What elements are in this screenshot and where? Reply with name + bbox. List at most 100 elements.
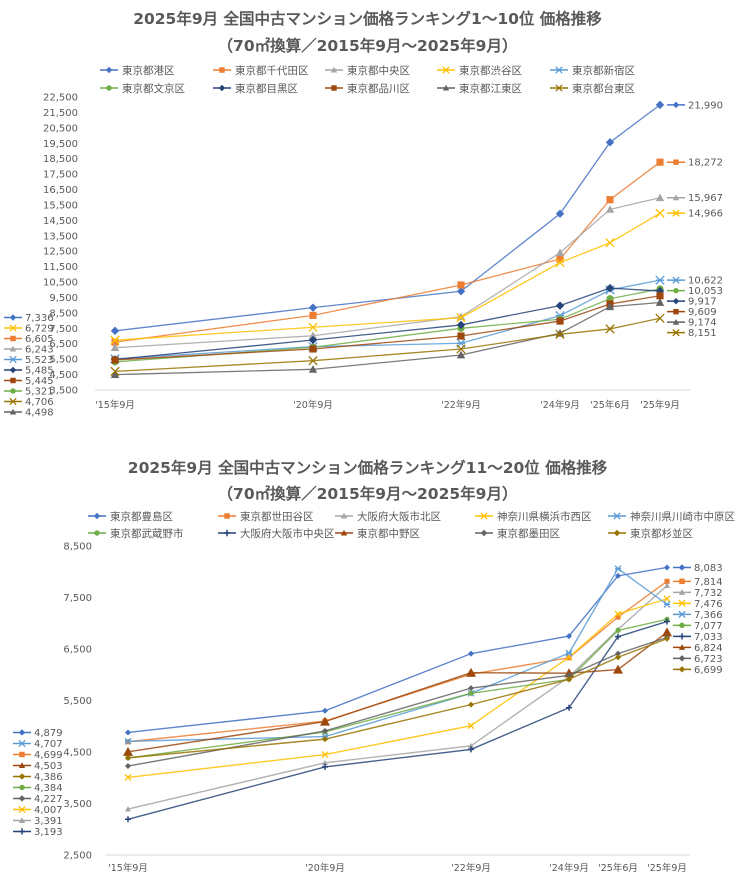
- chart1-end-value-label: 14,966: [667, 209, 723, 220]
- label-marker-icon: [678, 666, 686, 673]
- legend-marker-icon: [218, 84, 226, 92]
- chart1-data-point: [457, 281, 465, 289]
- legend-marker-icon: [105, 66, 113, 74]
- legend-label: 東京都中野区: [357, 527, 420, 540]
- chart1-legend-item: 東京都港区: [100, 64, 175, 77]
- data-label: 14,966: [688, 209, 723, 220]
- legend-marker-icon: [613, 512, 621, 520]
- legend-marker-icon: [555, 84, 563, 92]
- chart1-data-point: [656, 292, 664, 300]
- data-label: 9,174: [688, 318, 717, 329]
- chart2-data-point: [124, 773, 132, 781]
- legend-marker-icon: [330, 66, 338, 73]
- chart1-data-point: [308, 331, 318, 340]
- data-label: 4,227: [34, 794, 63, 805]
- data-label: 4,706: [25, 397, 54, 408]
- chart2-series-line: [127, 636, 668, 767]
- chart2-y-tick-label: 8,500: [63, 542, 92, 553]
- chart2-end-value-label: 7,077: [673, 621, 723, 632]
- chart2-title: 2025年9月 全国中古マンション価格ランキング11～20位 価格推移: [127, 459, 608, 477]
- data-label: 4,707: [34, 739, 63, 750]
- label-marker-icon: [10, 388, 16, 394]
- chart2-x-tick-label: '15年9月: [108, 862, 148, 874]
- label-marker-icon: [673, 159, 679, 165]
- data-label: 4,498: [25, 408, 54, 419]
- chart2-start-value-label: 3,391: [13, 816, 63, 827]
- data-label: 7,077: [694, 621, 723, 632]
- chart2-data-point: [566, 633, 572, 640]
- data-label: 10,053: [688, 286, 723, 297]
- chart2-data-point: [664, 618, 670, 625]
- chart1-data-point: [605, 138, 615, 147]
- label-marker-icon: [10, 377, 16, 384]
- chart2-data-point: [663, 600, 671, 608]
- data-label: 7,732: [694, 588, 723, 599]
- legend-marker-icon: [219, 67, 225, 73]
- data-label: 6,824: [694, 643, 723, 654]
- label-marker-icon: [679, 578, 685, 585]
- data-label: 4,503: [34, 761, 63, 772]
- chart1-title: 2025年9月 全国中古マンション価格ランキング1～10位 価格推移: [133, 10, 602, 28]
- chart1-data-point: [111, 356, 119, 364]
- chart1-x-tick-label: '25年6月: [590, 399, 630, 411]
- data-label: 7,476: [694, 599, 723, 610]
- chart1-y-tick-label: 9,500: [49, 293, 78, 304]
- legend-marker-icon: [94, 530, 100, 536]
- label-marker-icon: [9, 408, 17, 415]
- chart2-legend-item: 東京都豊島区: [88, 510, 173, 523]
- chart2-y-tick-label: 2,500: [63, 851, 92, 862]
- label-marker-icon: [9, 366, 17, 374]
- data-label: 4,007: [34, 805, 63, 816]
- chart1-end-value-label: 10,053: [667, 286, 723, 297]
- chart1-y-tick-label: 14,500: [43, 216, 78, 227]
- chart2-data-point: [322, 736, 328, 743]
- data-label: 7,814: [694, 577, 723, 588]
- chart2-start-value-label: 4,386: [13, 772, 63, 783]
- legend-label: 東京都千代田区: [235, 64, 309, 77]
- chart2-series-line: [127, 567, 668, 743]
- chart2-data-point: [125, 806, 131, 812]
- chart1-data-point: [655, 298, 665, 306]
- chart1-y-tick-label: 18,500: [43, 154, 78, 165]
- legend-marker-icon: [480, 529, 488, 537]
- chart2-end-value-label: 7,732: [673, 588, 723, 599]
- chart1-data-point: [656, 158, 664, 166]
- chart1-data-point: [110, 366, 120, 377]
- chart1-subtitle: （70㎡換算／2015年9月～2025年9月）: [217, 37, 518, 55]
- chart2-data-point: [615, 572, 621, 579]
- data-label: 21,990: [688, 100, 723, 111]
- chart1-data-point: [606, 196, 614, 204]
- chart1-data-point: [555, 329, 565, 339]
- legend-label: 東京都目黒区: [235, 82, 298, 95]
- chart1-legend-item: 東京都文京区: [100, 82, 185, 95]
- chart1-y-tick-label: 10,500: [43, 278, 78, 289]
- chart2-legend-item: 神奈川県横浜市西区: [475, 510, 592, 523]
- chart2-data-point: [663, 595, 671, 603]
- chart2-data-point: [566, 672, 572, 679]
- chart2-x-tick-label: '22年9月: [451, 862, 491, 874]
- chart1-legend-item: 東京都品川区: [325, 82, 410, 95]
- chart1-legend-item: 東京都新宿区: [550, 64, 635, 77]
- chart1-y-tick-label: 13,500: [43, 231, 78, 242]
- data-label: 5,445: [25, 376, 54, 387]
- chart1-data-point: [110, 335, 120, 345]
- chart1-data-point: [456, 287, 466, 296]
- label-marker-icon: [9, 355, 17, 364]
- legend-label: 東京都港区: [122, 64, 175, 77]
- label-marker-icon: [678, 655, 686, 662]
- chart1-series-line: [114, 279, 661, 360]
- chart2-y-tick-label: 6,500: [63, 645, 92, 656]
- label-marker-icon: [18, 762, 26, 769]
- legend-marker-icon: [340, 512, 348, 519]
- label-marker-icon: [672, 194, 680, 201]
- chart2-legend-item: 大阪府大阪市北区: [335, 510, 441, 523]
- chart2-data-point: [664, 564, 670, 571]
- chart2-data-point: [614, 565, 622, 573]
- label-marker-icon: [678, 589, 686, 595]
- data-label: 4,699: [34, 750, 63, 761]
- chart1-data-point: [605, 283, 615, 293]
- chart1-data-point: [556, 255, 564, 263]
- chart2-legend-item: 東京都杉並区: [608, 527, 693, 540]
- legend-marker-icon: [555, 66, 563, 74]
- chart1-series-line: [114, 104, 661, 332]
